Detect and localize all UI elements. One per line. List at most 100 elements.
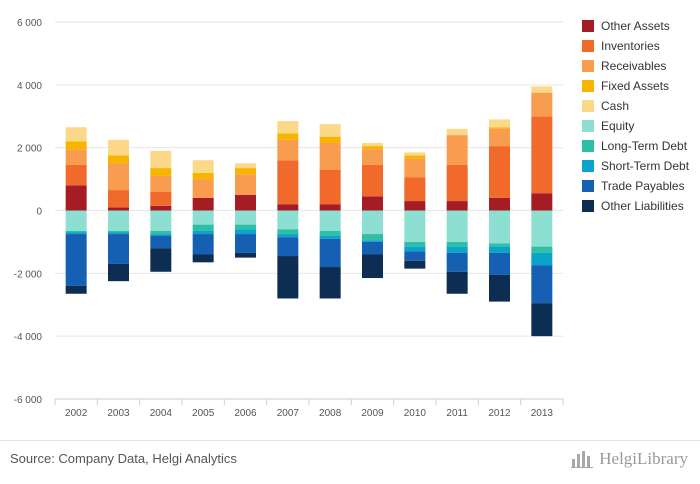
- bar-segment: [150, 234, 172, 236]
- x-tick-label: 2011: [446, 408, 468, 419]
- bar-segment: [277, 160, 299, 205]
- bar-segment: [235, 163, 256, 169]
- bar-segment: [65, 149, 87, 165]
- bar-segment: [531, 92, 553, 117]
- bar-segment: [108, 263, 129, 282]
- bar-segment: [319, 235, 341, 239]
- bar-segment: [150, 168, 172, 176]
- source-note: Source: Company Data, Helgi Analytics: [10, 451, 237, 466]
- bar-segment: [235, 174, 256, 195]
- bar-segment: [65, 141, 87, 150]
- bar-segment: [489, 146, 510, 198]
- bar-segment: [235, 229, 256, 235]
- x-tick-label: 2010: [404, 408, 427, 419]
- bar-segment: [150, 210, 172, 231]
- bar-segment: [531, 210, 553, 247]
- bar-segment: [192, 210, 214, 225]
- x-tick-label: 2003: [107, 408, 130, 419]
- bar-segment: [65, 230, 87, 233]
- bar-segment: [65, 285, 87, 294]
- legend-label: Inventories: [601, 39, 660, 53]
- bar-segment: [150, 248, 172, 272]
- bar-segment: [235, 224, 256, 230]
- y-tick-label: -2 000: [14, 269, 43, 280]
- bar-segment: [446, 241, 468, 247]
- bar-segment: [362, 146, 383, 150]
- legend-swatch: [582, 160, 594, 172]
- legend-swatch: [582, 20, 594, 32]
- bar-segment: [108, 155, 129, 164]
- bar-segment: [65, 232, 87, 235]
- legend-label: Cash: [601, 99, 629, 113]
- bar-segment: [319, 210, 341, 231]
- x-tick-label: 2013: [531, 408, 554, 419]
- y-tick-label: -4 000: [14, 332, 43, 343]
- brand-name: HelgiLibrary: [599, 449, 688, 468]
- bar-segment: [235, 234, 256, 253]
- bar-segment: [108, 139, 129, 156]
- bar-segment: [319, 136, 341, 143]
- bar-segment: [362, 149, 383, 165]
- y-axis: 6 000 4 000 2 000 0 -2 000 -4 000 -6 000: [14, 18, 43, 406]
- bar-segment: [108, 163, 129, 191]
- bar-segment: [235, 194, 256, 211]
- bar-segment: [235, 168, 256, 175]
- y-tick-label: 0: [36, 207, 42, 218]
- bar-segment: [531, 252, 553, 266]
- bar-segment: [362, 254, 383, 279]
- bar-segment: [489, 197, 510, 211]
- bar-segment: [65, 210, 87, 231]
- bar-segment: [489, 274, 510, 302]
- y-tick-label: -6 000: [14, 395, 43, 406]
- bar-segment: [192, 230, 214, 235]
- bar-segment: [319, 142, 341, 170]
- bar-segment: [319, 238, 341, 268]
- bar-segment: [489, 252, 510, 275]
- bar-segment: [277, 204, 299, 211]
- bar-segment: [319, 169, 341, 205]
- bars: [65, 86, 553, 337]
- bar-segment: [362, 164, 383, 197]
- legend-swatch: [582, 180, 594, 192]
- y-tick-label: 2 000: [17, 144, 42, 155]
- bar-segment: [150, 205, 172, 211]
- y-tick-label: 4 000: [17, 81, 42, 92]
- legend: Other Assets Inventories Receivables Fixed …: [582, 19, 690, 213]
- bar-segment: [489, 246, 510, 253]
- bar-segment: [404, 246, 426, 252]
- bar-segment: [531, 193, 553, 211]
- bar-segment: [277, 210, 299, 230]
- brand-logo: HelgiLibrary: [571, 449, 688, 469]
- x-tick-label: 2006: [234, 408, 257, 419]
- bar-segment: [489, 127, 510, 129]
- bar-segment: [404, 251, 426, 261]
- bar-segment: [150, 175, 172, 192]
- bar-segment: [404, 260, 426, 269]
- bar-segment: [235, 210, 256, 225]
- bar-segment: [277, 256, 299, 299]
- bar-segment: [362, 241, 383, 255]
- bar-segment: [192, 160, 214, 173]
- bar-segment: [108, 232, 129, 235]
- bar-segment: [150, 191, 172, 206]
- bar-segment: [489, 243, 510, 247]
- gridlines: [55, 21, 563, 400]
- legend-swatch: [582, 200, 594, 212]
- bar-segment: [277, 234, 299, 238]
- bar-segment: [531, 246, 553, 253]
- bar-segment: [192, 254, 214, 263]
- bar-segment: [531, 303, 553, 337]
- x-tick-label: 2004: [150, 408, 173, 419]
- bar-segment: [277, 237, 299, 257]
- bar-segment: [362, 210, 383, 235]
- bar-segment: [489, 210, 510, 244]
- bar-segment: [404, 177, 426, 202]
- bar-segment: [404, 210, 426, 242]
- bar-segment: [531, 86, 553, 93]
- bar-segment: [150, 150, 172, 169]
- bar-segment: [192, 224, 214, 231]
- bar-segment: [489, 119, 510, 128]
- x-tick-label: 2008: [319, 408, 342, 419]
- bar-segment: [531, 265, 553, 304]
